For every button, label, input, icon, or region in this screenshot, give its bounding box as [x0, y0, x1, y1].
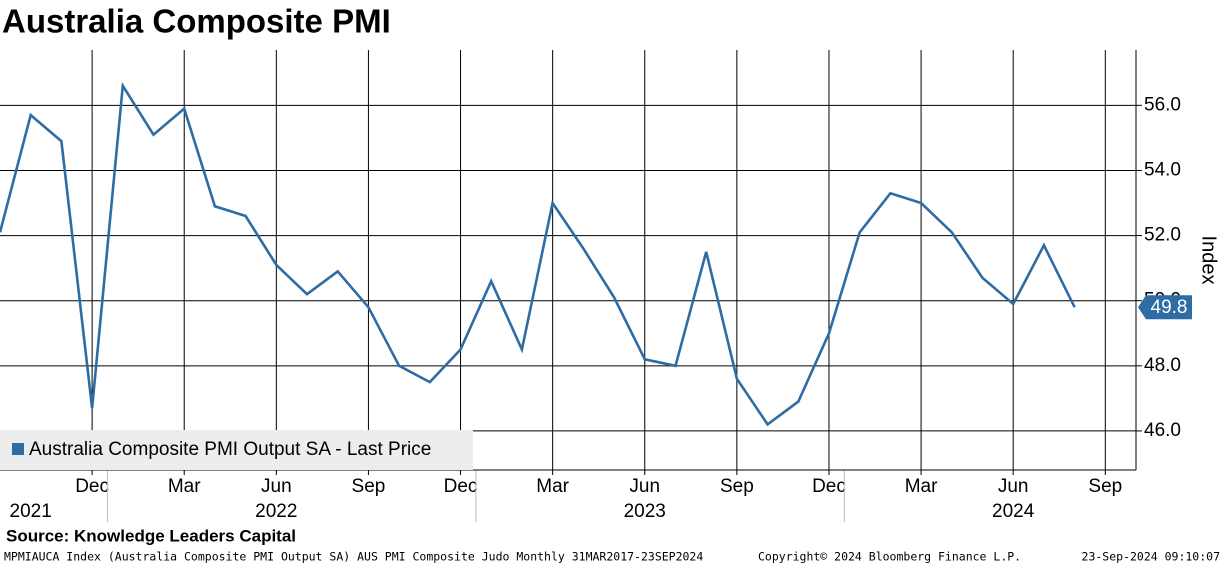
year-label: 2023 [624, 501, 666, 522]
x-tick-label: Jun [998, 476, 1029, 497]
footer-right: 23-Sep-2024 09:10:07 [1082, 550, 1221, 564]
x-tick-label: Mar [905, 476, 938, 497]
x-tick-label: Sep [1088, 476, 1122, 497]
last-price-label: 49.8 [1151, 297, 1188, 318]
year-label: 2022 [255, 501, 297, 522]
x-tick-label: Dec [75, 476, 109, 497]
y-tick-label: 56.0 [1144, 94, 1181, 115]
x-tick-label: Jun [629, 476, 660, 497]
x-tick-label: Mar [168, 476, 201, 497]
x-tick-label: Dec [444, 476, 478, 497]
legend-box [0, 430, 473, 470]
y-tick-label: 48.0 [1144, 355, 1181, 376]
footer-left: MPMIAUCA Index (Australia Composite PMI … [4, 550, 703, 564]
y-axis-label: Index [1198, 236, 1220, 285]
chart-title: Australia Composite PMI [2, 3, 391, 40]
y-tick-label: 54.0 [1144, 159, 1181, 180]
year-label: 2021 [10, 501, 52, 522]
legend: Australia Composite PMI Output SA - Last… [0, 430, 473, 470]
y-tick-label: 46.0 [1144, 420, 1181, 441]
y-tick-label: 52.0 [1144, 225, 1181, 246]
footer-center: Copyright© 2024 Bloomberg Finance L.P. [758, 550, 1021, 564]
legend-swatch [12, 443, 24, 455]
year-label: 2024 [992, 501, 1035, 522]
x-tick-label: Jun [261, 476, 292, 497]
series-line [0, 81, 1076, 427]
last-price-tag [1138, 295, 1192, 320]
x-tick-label: Mar [536, 476, 569, 497]
x-tick-label: Sep [352, 476, 386, 497]
x-tick-label: Dec [812, 476, 846, 497]
legend-label: Australia Composite PMI Output SA - Last… [29, 439, 431, 460]
source: Source: Knowledge Leaders Capital [6, 526, 296, 545]
x-tick-label: Sep [720, 476, 754, 497]
